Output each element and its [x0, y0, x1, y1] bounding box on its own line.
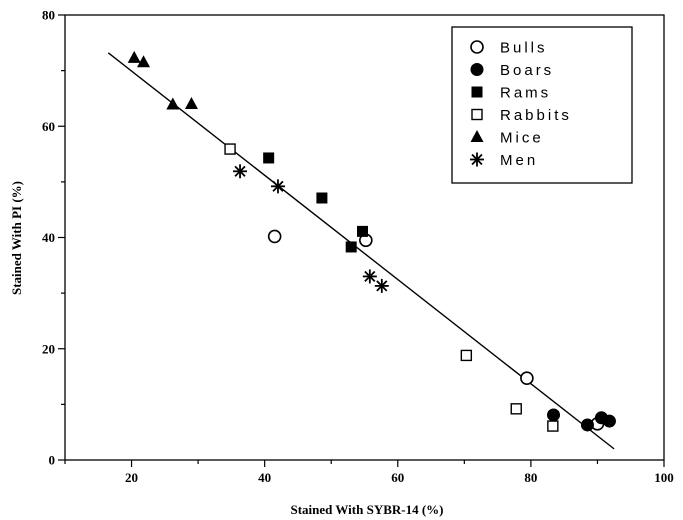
- y-tick-label: 20: [42, 341, 55, 356]
- legend-marker-rams: [471, 86, 483, 98]
- legend-marker-boars: [470, 63, 484, 76]
- legend-marker-bulls: [470, 40, 484, 54]
- asterisk-stroke: [376, 280, 388, 292]
- x-tick-label: 60: [391, 470, 404, 485]
- y-tick-label: 40: [42, 230, 55, 245]
- legend-marker-rabbits: [471, 108, 483, 121]
- data-point-bulls: [520, 371, 534, 386]
- y-axis: 0 20 40 60 80: [42, 8, 65, 468]
- data-point-mice: [184, 97, 198, 109]
- data-points: [127, 50, 616, 432]
- legend-label: Rabbits: [500, 107, 572, 124]
- asterisk-stroke: [272, 180, 284, 192]
- data-point-rabbits: [547, 420, 559, 432]
- data-point-mice: [127, 50, 141, 63]
- x-axis: 20 40 60 80 100: [64, 460, 674, 485]
- legend: Bulls Boars Rams Rabbits Mice Men: [451, 26, 633, 184]
- y-tick-label: 0: [49, 453, 56, 468]
- x-tick-label: 20: [125, 470, 138, 485]
- x-axis-title: Stained With SYBR-14 (%): [290, 502, 443, 517]
- legend-label: Bulls: [500, 40, 548, 57]
- data-point-men: [374, 278, 389, 293]
- x-tick-label: 100: [654, 470, 674, 485]
- data-point-boars: [547, 408, 561, 422]
- data-point-mice: [166, 97, 180, 110]
- data-point-rams: [345, 241, 357, 253]
- legend-marker-men: [470, 152, 484, 167]
- data-point-mice: [137, 55, 151, 68]
- data-point-rabbits: [460, 349, 473, 362]
- legend-marker-mice: [470, 130, 484, 142]
- y-tick-label: 60: [42, 119, 55, 134]
- data-point-boars: [602, 414, 616, 428]
- data-point-men: [270, 179, 285, 194]
- data-point-men: [362, 269, 377, 284]
- y-tick-label: 80: [42, 8, 55, 23]
- x-tick-label: 40: [258, 470, 271, 485]
- asterisk-stroke: [234, 165, 246, 177]
- data-point-bulls: [267, 229, 282, 244]
- legend-box: [451, 26, 633, 184]
- asterisk-stroke: [364, 270, 376, 283]
- legend-label: Boars: [500, 62, 554, 79]
- data-point-rams: [357, 225, 369, 237]
- data-point-boars: [580, 418, 594, 432]
- data-point-rabbits: [224, 143, 236, 155]
- legend-label: Mice: [500, 130, 544, 147]
- data-point-rabbits: [510, 403, 522, 415]
- legend-label: Rams: [500, 85, 551, 102]
- data-point-men: [233, 164, 248, 179]
- data-point-rams: [263, 152, 275, 164]
- asterisk-stroke: [471, 153, 483, 166]
- y-axis-title: Stained With PI (%): [9, 181, 24, 295]
- x-tick-label: 80: [524, 470, 537, 485]
- legend-label: Men: [500, 152, 538, 169]
- data-point-rams: [316, 192, 328, 204]
